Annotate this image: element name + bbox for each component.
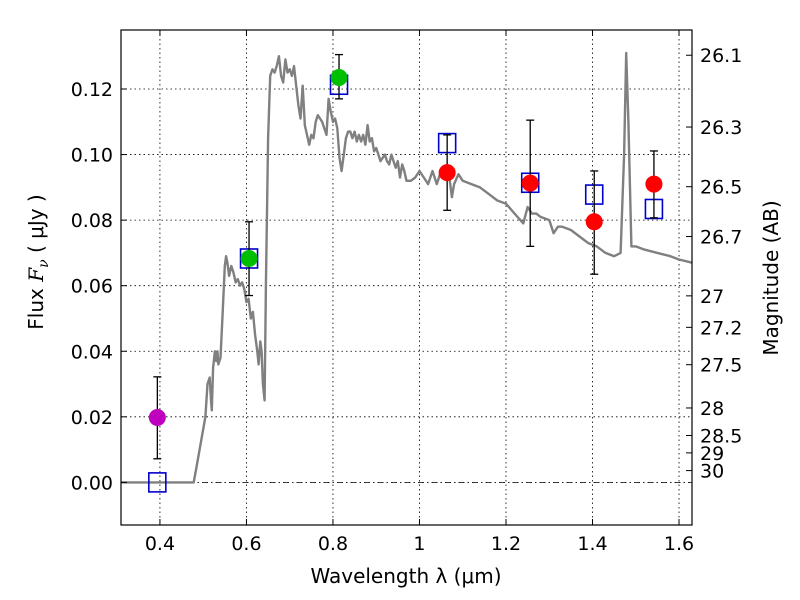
x-tick-label: 0.8 [318,533,348,555]
right-tick-label: 30 [700,461,724,483]
x-tick-label: 0.4 [145,533,175,555]
right-tick-label: 26.1 [700,45,742,67]
observed-photometry-point [521,174,539,192]
right-tick-label: 29 [700,443,724,465]
model-photometry-layer [148,74,664,493]
right-tick-label: 27.5 [700,355,742,377]
observed-photometry-point [585,213,603,231]
y-tick-label: 0.02 [71,407,113,429]
y-tick-label: 0.10 [71,145,113,167]
x-tick-label: 1.2 [491,533,521,555]
right-tick-label: 27 [700,286,724,308]
observed-photometry-layer [148,53,663,460]
x-tick-label: 0.6 [231,533,261,555]
observed-photometry-point [330,69,348,87]
y-tick-label: 0.00 [71,472,113,494]
y-tick-label: 0.04 [71,341,113,363]
observed-photometry-point [645,175,663,193]
y-axis-label-subscript: ν [36,259,52,268]
x-axis-label: Wavelength λ (μm) [310,564,501,588]
grid-layer [121,30,692,525]
plot-frame [120,29,693,526]
x-tick-label: 1.4 [577,533,607,555]
y-axis-label-suffix: ( μJy ) [24,194,48,259]
y-axis-ticks: 0.00 0.02 0.04 0.06 0.08 0.10 0.12 [71,79,127,494]
y-tick-label: 0.12 [71,79,113,101]
right-tick-label: 26.7 [700,227,742,249]
sed-model-line [121,51,693,484]
right-tick-label: 28 [700,398,724,420]
observed-photometry-point [438,164,456,182]
y-tick-label: 0.06 [71,276,113,298]
x-tick-label: 1.6 [664,533,694,555]
right-tick-label: 28.5 [700,426,742,448]
right-tick-label: 26.3 [700,117,742,139]
observed-photometry-point [240,249,258,267]
right-tick-label: 27.2 [700,317,742,339]
y-tick-label: 0.08 [71,210,113,232]
y-axis-label-symbol: F [24,267,48,283]
y-axis-label: Flux Fν ( μJy ) [24,194,52,329]
observed-photometry-point [148,408,166,426]
right-tick-label: 26.5 [700,177,742,199]
model-photometry-marker [148,472,167,493]
y-axis-label-prefix: Flux [24,282,48,330]
x-tick-label: 1 [413,533,425,555]
x-axis-ticks: 0.4 0.6 0.8 1 1.2 1.4 1.6 [145,30,694,555]
right-axis-label: Magnitude (AB) [759,200,783,355]
